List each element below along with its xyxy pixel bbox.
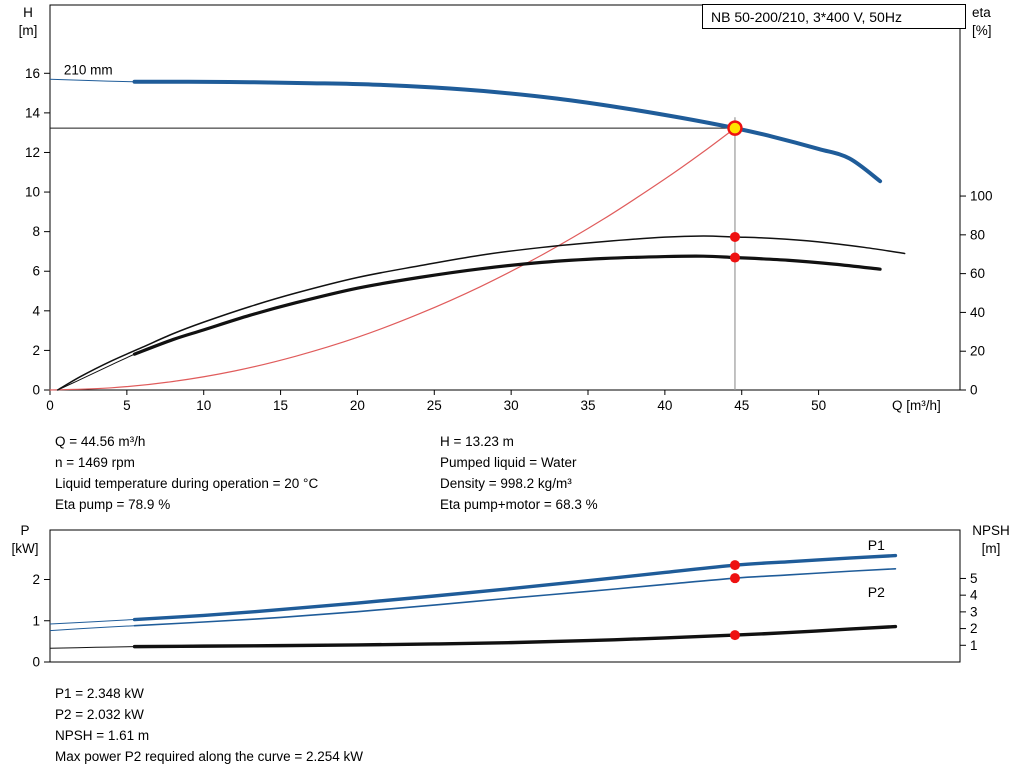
x-tick-label: 30: [504, 398, 519, 413]
eta-pump-point-marker: [729, 231, 740, 242]
duty-speed-text: n = 1469 rpm: [55, 455, 135, 470]
y-left-tick-label: 1: [32, 613, 40, 628]
y-left-tick-label: 6: [32, 264, 40, 279]
npsh-axis-unit: [m]: [981, 541, 1001, 556]
y-left-tick-label: 14: [25, 105, 41, 120]
curve-eta-pump-plus-motor: [132, 254, 882, 356]
duty-head-text: H = 13.23 m: [440, 434, 514, 449]
curve-system-curve: [49, 127, 736, 391]
y-left-tick-label: 0: [32, 655, 40, 670]
pump-model-title: NB 50-200/210, 3*400 V, 50Hz: [702, 4, 966, 29]
x-tick-label: 10: [196, 398, 211, 413]
x-tick-label: 40: [657, 398, 672, 413]
duty-eta-pump-text: Eta pump = 78.9 %: [55, 497, 171, 512]
y-right-tick-label: 60: [970, 266, 985, 281]
x-tick-label: 5: [123, 398, 131, 413]
y-right-tick-label: 4: [970, 588, 978, 603]
curve-head-210-mm: [132, 79, 883, 184]
p1-text: P1 = 2.348 kW: [55, 686, 144, 701]
annotation-210-mm: 210 mm: [64, 62, 113, 77]
x-tick-label: 20: [350, 398, 365, 413]
y-right-tick-label: 3: [970, 604, 978, 619]
duty-eta-total-text: Eta pump+motor = 68.3 %: [440, 497, 598, 512]
h-axis-title: H [m]: [6, 4, 50, 40]
y-left-tick-label: 2: [32, 572, 40, 587]
y-right-tick-label: 40: [970, 305, 985, 320]
p2-point-marker: [729, 573, 740, 584]
head-efficiency-chart: 0 5 10 15 20 25 30 35 40 45 50 0 2 4 6 8 10 12 14 16 0 20 40 60…: [25, 4, 993, 413]
y-left-tick-label: 16: [25, 66, 40, 81]
x-tick-label: 0: [46, 398, 54, 413]
x-tick-label: 35: [580, 398, 595, 413]
p-axis-symbol: P: [20, 523, 30, 538]
annotation-p1: P1: [868, 537, 885, 553]
curve-head-210-mm-lead: [49, 78, 135, 83]
duty-liquid-text: Pumped liquid = Water: [440, 455, 577, 470]
x-tick-label: 15: [273, 398, 288, 413]
eta-axis-unit: [%]: [972, 23, 992, 38]
duty-flow-text: Q = 44.56 m³/h: [55, 434, 146, 449]
eta-axis-title: eta [%]: [972, 4, 992, 40]
duty-point-marker[interactable]: [727, 120, 743, 136]
plot-frame: [49, 529, 961, 663]
npsh-text: NPSH = 1.61 m: [55, 728, 150, 743]
h-axis-unit: [m]: [18, 23, 38, 38]
p2-text: P2 = 2.032 kW: [55, 707, 144, 722]
curve-eta-pump: [56, 235, 906, 391]
npsh-axis-title: NPSH [m]: [960, 522, 1022, 558]
duty-info-left: Q = 44.56 m³/h n = 1469 rpm Liquid tempe…: [55, 431, 318, 515]
y-left-tick-label: 4: [32, 303, 40, 318]
p1-point-marker: [729, 560, 740, 571]
x-tick-label: 50: [811, 398, 826, 413]
eta-pump-motor-point-marker: [729, 252, 740, 263]
duty-temperature-text: Liquid temperature during operation = 20…: [55, 476, 319, 491]
curve-p1-lead: [49, 619, 135, 625]
y-right-tick-label: 20: [970, 344, 985, 359]
p-axis-title: P [kW]: [2, 522, 48, 558]
y-right-tick-label: 0: [970, 383, 978, 398]
power-info: P1 = 2.348 kW P2 = 2.032 kW NPSH = 1.61 …: [55, 683, 363, 767]
y-right-tick-label: 1: [970, 638, 978, 653]
h-axis-symbol: H: [23, 5, 33, 20]
y-right-tick-label: 80: [970, 227, 985, 242]
npsh-point-marker: [729, 630, 740, 641]
max-power-text: Max power P2 required along the curve = …: [55, 749, 364, 764]
power-npsh-chart: 0 1 2 1 2 34 5 P1 P2: [32, 529, 978, 670]
p-axis-unit: [kW]: [11, 541, 39, 556]
npsh-axis-symbol: NPSH: [972, 523, 1010, 538]
x-tick-label: 25: [427, 398, 442, 413]
plot-frame: [49, 4, 961, 391]
y-right-tick-label: 100: [970, 189, 993, 204]
curve-p2: [133, 567, 897, 627]
curve-eta-pump-plus-motor-lead: [57, 353, 135, 391]
y-right-tick-label: 2: [970, 621, 978, 636]
duty-density-text: Density = 998.2 kg/m³: [440, 476, 572, 491]
curve-p2-lead: [49, 625, 135, 632]
y-left-tick-label: 2: [32, 343, 40, 358]
duty-info-right: H = 13.23 m Pumped liquid = Water Densit…: [440, 431, 598, 515]
eta-axis-symbol: eta: [972, 5, 991, 20]
y-left-tick-label: 8: [32, 224, 40, 239]
curve-npsh: [132, 624, 898, 649]
y-left-tick-label: 0: [32, 383, 40, 398]
curve-p1: [132, 553, 898, 622]
x-tick-label: 45: [734, 398, 749, 413]
y-left-tick-label: 10: [25, 185, 40, 200]
y-left-tick-label: 12: [25, 145, 40, 160]
q-axis-title: Q [m³/h]: [892, 398, 941, 413]
curve-npsh-lead: [49, 646, 135, 649]
annotation-p2: P2: [868, 584, 885, 600]
y-right-tick-label: 5: [970, 571, 978, 586]
